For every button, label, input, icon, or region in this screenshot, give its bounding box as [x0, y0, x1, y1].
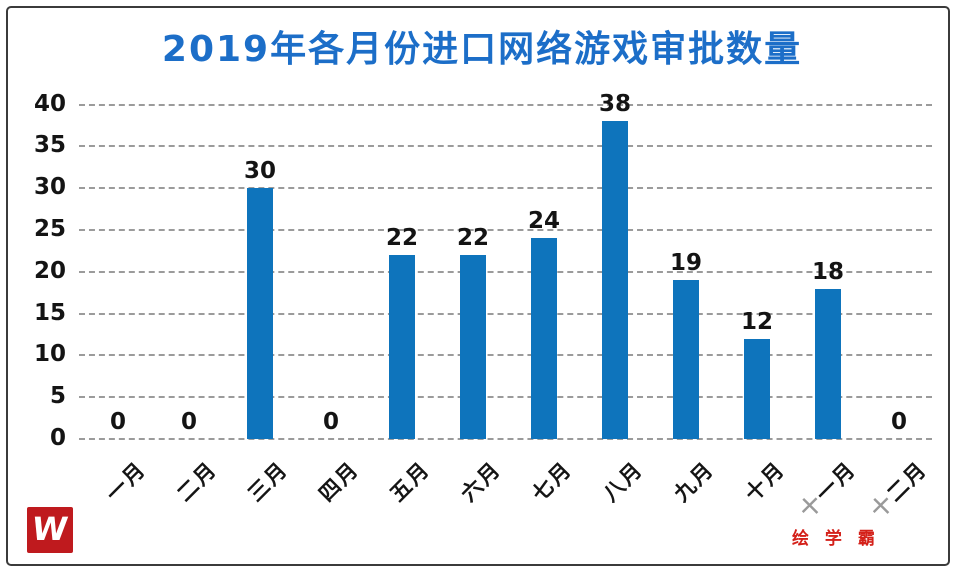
bar	[460, 255, 486, 439]
y-axis-tick-label: 35	[33, 132, 66, 159]
chart-title: 2019年各月份进口网络游戏审批数量	[161, 29, 803, 70]
watermark-text: 绘 学 霸	[792, 529, 880, 549]
y-axis-tick-label: 40	[33, 90, 66, 117]
gridline	[79, 354, 932, 357]
bar	[602, 121, 628, 439]
bar-value-label: 0	[180, 409, 197, 435]
y-axis-tick-label: 15	[33, 299, 66, 326]
y-axis-tick-label: 0	[49, 425, 66, 451]
bar	[531, 238, 557, 439]
bar-value-label: 22	[385, 225, 418, 252]
bar	[389, 255, 415, 439]
watermark-logo-icon: W	[27, 507, 73, 553]
watermark-logo-letter: W	[29, 510, 71, 548]
bar-value-label: 24	[527, 208, 560, 235]
y-axis-tick-label: 10	[33, 341, 66, 368]
bar	[744, 338, 770, 439]
gridline	[79, 103, 932, 106]
y-axis-tick-label: 5	[49, 383, 66, 410]
gridline	[79, 187, 932, 190]
bar	[673, 280, 699, 439]
gridline	[79, 438, 932, 440]
gridline	[79, 145, 932, 148]
y-axis-tick-label: 25	[33, 216, 66, 242]
chart-border-frame	[6, 6, 950, 566]
bar-value-label: 0	[109, 409, 126, 435]
gridline	[79, 229, 932, 231]
bar-value-label: 0	[890, 409, 907, 435]
bar	[815, 288, 841, 439]
bar-value-label: 12	[740, 308, 773, 335]
bar-value-label: 22	[456, 225, 489, 252]
bar-value-label: 19	[669, 250, 702, 277]
y-axis-tick-label: 30	[33, 174, 66, 201]
gridline	[79, 396, 932, 399]
bar-value-label: 0	[322, 409, 339, 435]
y-axis-tick-label: 20	[33, 257, 66, 284]
bar-value-label: 38	[598, 91, 631, 118]
gridline	[79, 312, 932, 315]
bar-value-label: 18	[811, 258, 844, 285]
bar-value-label: 30	[243, 158, 276, 185]
gridline	[79, 270, 932, 273]
bar	[247, 188, 273, 439]
